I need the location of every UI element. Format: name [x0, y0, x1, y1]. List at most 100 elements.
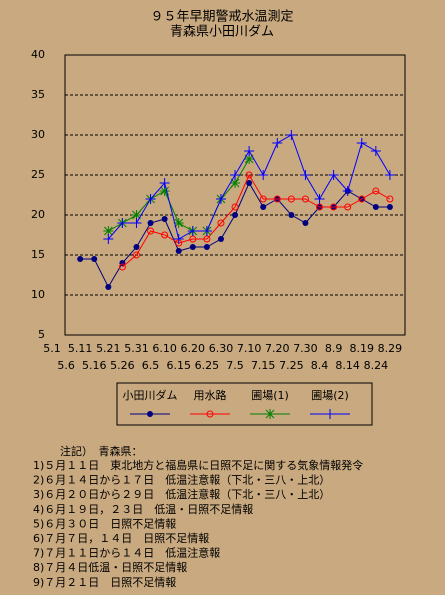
point [161, 231, 169, 239]
x-tick-label: 8.29 [378, 342, 403, 355]
chart-title: ９５年早期警戒水温測定 [150, 9, 293, 25]
legend-label: 圃場(2) [311, 389, 349, 402]
point [105, 284, 112, 290]
point [288, 212, 295, 218]
point [91, 256, 98, 262]
point [301, 195, 309, 203]
x-tick-label: 7.20 [265, 342, 290, 355]
chart-subtitle: 青森県小田川ダム [170, 25, 274, 40]
y-tick-label: 5 [38, 328, 45, 341]
point [244, 146, 255, 156]
point [287, 195, 295, 203]
point [117, 218, 128, 228]
x-tick-label: 8.14 [335, 359, 360, 372]
point [187, 226, 198, 236]
x-tick-label: 5.26 [110, 359, 135, 372]
notes-heading: 注記） 青森県： [60, 444, 143, 458]
legend-marker [325, 409, 335, 419]
point [386, 195, 394, 203]
point [246, 180, 253, 186]
point [159, 178, 170, 188]
x-tick-label: 8.4 [311, 359, 329, 372]
point [372, 187, 380, 195]
legend-frame [116, 382, 373, 426]
point [344, 203, 352, 211]
point [189, 244, 196, 250]
point [286, 130, 297, 140]
series-line [80, 181, 390, 289]
x-tick-label: 8.24 [364, 359, 389, 372]
point [384, 170, 395, 180]
legend-label: 小田川ダム [123, 388, 178, 402]
point [342, 186, 353, 196]
point [173, 234, 184, 244]
point [175, 248, 182, 254]
point [103, 234, 114, 244]
point [118, 263, 126, 271]
point [217, 219, 225, 227]
point [372, 204, 379, 210]
point [161, 216, 168, 222]
point [217, 236, 224, 242]
legend-marker [147, 411, 153, 417]
x-tick-label: 6.10 [152, 342, 177, 355]
note-line: 2)６月１４日から１７日 低温注意報（下北・三八・上北） [33, 473, 330, 487]
point [356, 138, 367, 148]
point [215, 194, 226, 204]
note-line: 1)５月１１日 東北地方と福島県に日照不足に関する気象情報発令 [33, 458, 363, 472]
x-tick-label: 7.15 [251, 359, 276, 372]
x-tick-label: 6.20 [181, 342, 206, 355]
point [131, 210, 142, 220]
y-tick-label: 30 [31, 128, 45, 141]
y-tick-label: 40 [31, 48, 45, 61]
x-tick-label: 5.6 [57, 359, 75, 372]
point [132, 251, 140, 259]
point [245, 171, 253, 179]
x-tick-label: 7.10 [237, 342, 262, 355]
point [386, 204, 393, 210]
note-line: 4)６月１９日，２３日 低温・日照不足情報 [33, 503, 253, 516]
point [328, 170, 339, 180]
point [273, 195, 281, 203]
note-line: 9)７月２１日 日照不足情報 [33, 576, 176, 589]
point [314, 194, 325, 204]
y-tick-label: 25 [31, 168, 45, 181]
x-tick-label: 5.16 [82, 359, 107, 372]
point [272, 138, 283, 148]
note-line: 7)７月１１日から１４日 低温注意報 [33, 546, 220, 560]
note-line: 3)６月２０日から２９日 低温注意報（下北・三八・上北） [33, 487, 330, 501]
note-line: 8)７月４日低温・日照不足情報 [33, 561, 187, 574]
point [244, 154, 255, 164]
x-tick-label: 5.21 [96, 342, 121, 355]
x-tick-label: 7.5 [226, 359, 244, 372]
point [230, 178, 241, 188]
x-tick-label: 7.30 [293, 342, 318, 355]
y-tick-label: 15 [31, 248, 45, 261]
x-tick-label: 6.25 [195, 359, 220, 372]
point [145, 194, 156, 204]
plot-frame [64, 54, 406, 336]
x-tick-label: 8.9 [325, 342, 343, 355]
note-line: 6)７月７日，１４日 日照不足情報 [33, 532, 209, 545]
point [231, 203, 239, 211]
point [370, 146, 381, 156]
legend-marker [206, 410, 214, 418]
point [260, 204, 267, 210]
x-tick-label: 5.11 [68, 342, 93, 355]
point [258, 170, 269, 180]
x-tick-label: 6.15 [166, 359, 191, 372]
point [232, 212, 239, 218]
x-tick-label: 5.1 [43, 342, 61, 355]
note-line: 5)６月３０日 日照不足情報 [33, 517, 176, 530]
point [77, 256, 84, 262]
legend-label: 圃場(1) [251, 389, 289, 402]
x-tick-label: 5.31 [124, 342, 149, 355]
point [358, 195, 366, 203]
point [259, 195, 267, 203]
point [203, 244, 210, 250]
point [173, 218, 184, 228]
x-tick-label: 6.30 [209, 342, 234, 355]
legend-marker [265, 409, 275, 419]
point [147, 227, 155, 235]
